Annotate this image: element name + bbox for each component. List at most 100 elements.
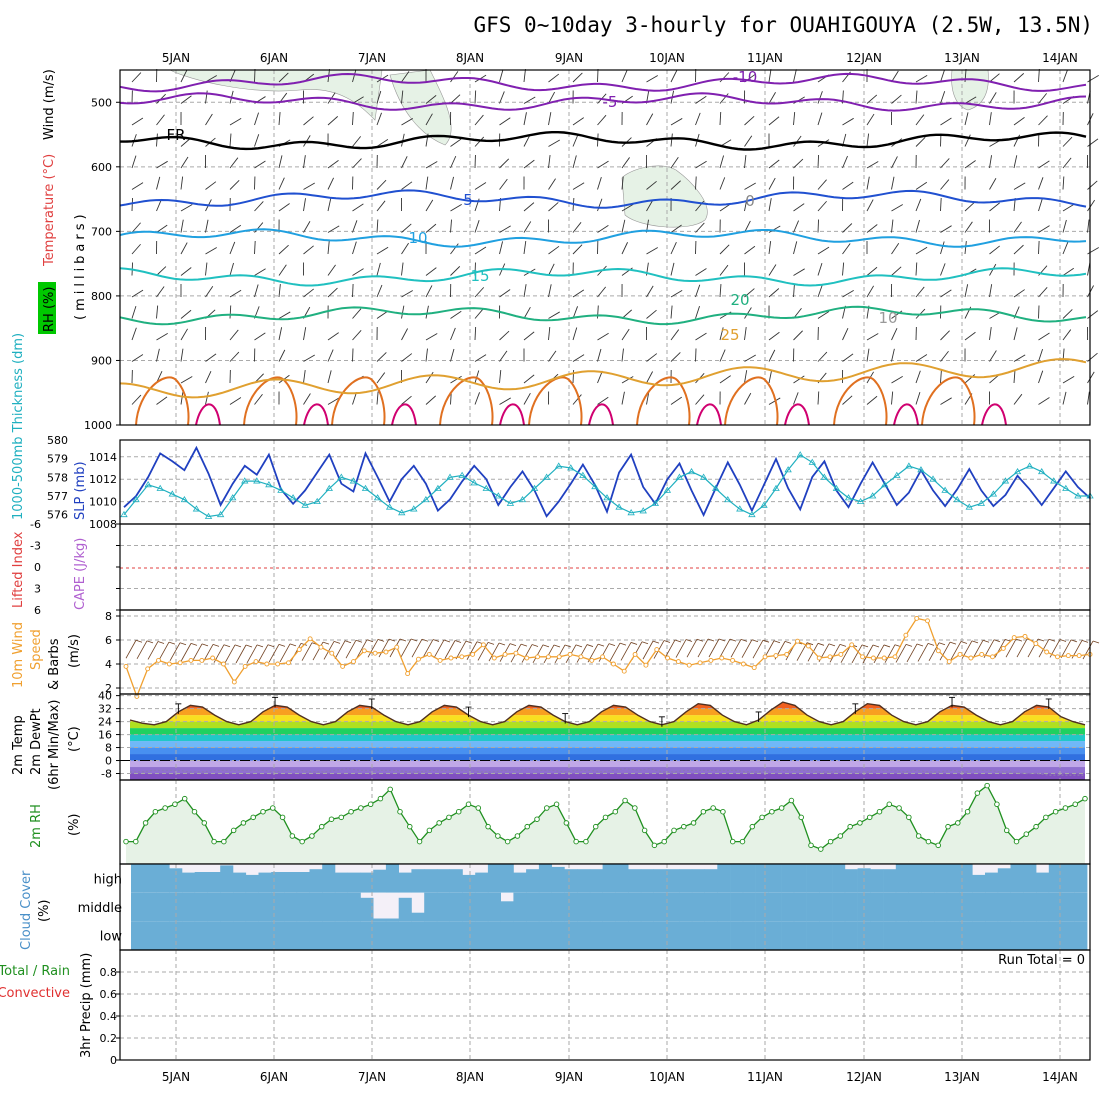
wind-barb — [817, 219, 819, 233]
rh-point — [641, 827, 648, 834]
date-label-top: 9JAN — [555, 51, 583, 65]
cloud-bar — [844, 921, 858, 950]
wind-barb — [229, 179, 240, 190]
wind-barb — [1038, 349, 1044, 362]
thickness-point — [724, 495, 732, 503]
wind-barb — [499, 225, 511, 233]
wind-barb — [401, 71, 410, 83]
date-label-bottom: 5JAN — [162, 1070, 190, 1084]
cloud-bar — [997, 868, 1011, 893]
cloud-bar — [577, 869, 591, 893]
date-label-top: 12JAN — [846, 51, 882, 65]
rh-point — [1082, 795, 1088, 802]
wind-barb-10m — [861, 644, 869, 648]
thickness-tick-label: 576 — [47, 509, 68, 522]
wind-barb — [548, 350, 557, 362]
rh-point — [534, 816, 540, 822]
lifted-index-axis-label: Lifted Index — [11, 531, 26, 608]
wind-barb — [842, 117, 854, 126]
rh-point — [994, 801, 1000, 808]
contour-label: 5 — [463, 191, 473, 209]
wind-barb — [891, 328, 898, 341]
wind-barb — [156, 266, 167, 276]
cape-axis-label: CAPE (J/kg) — [73, 538, 88, 610]
rh-point — [827, 838, 834, 845]
wind-barb — [768, 177, 776, 190]
wind-barb — [572, 244, 583, 255]
wind-barb — [572, 155, 577, 169]
temperature-color-bands — [130, 702, 1085, 780]
cloud-bar — [347, 872, 361, 893]
wind-barb — [940, 330, 950, 341]
cloud-bar — [436, 892, 450, 922]
wind-barb — [1038, 225, 1050, 233]
wind-barb — [156, 396, 168, 405]
rh-point — [377, 795, 384, 802]
wind-barb-10m — [323, 641, 335, 660]
cloud-bar — [1036, 892, 1050, 922]
cloud-bar — [781, 864, 795, 893]
wind-barb — [1038, 198, 1043, 212]
wind-barb — [891, 348, 895, 362]
wind-barb-10m — [972, 640, 984, 659]
cloud-bar — [972, 921, 986, 950]
temperature-contour-line — [391, 403, 417, 426]
cloud-bar — [653, 892, 667, 922]
thickness-point — [518, 495, 527, 503]
wind-barb — [891, 266, 902, 276]
wind-barb — [817, 246, 830, 255]
cloud-bar — [806, 921, 820, 950]
wind-barb — [229, 305, 232, 319]
wind-barb-10m — [223, 644, 231, 648]
precip-label-3: 3hr Precip (mm) — [79, 953, 94, 1058]
wind-barb — [744, 182, 756, 190]
wind-barb-10m — [1060, 639, 1072, 659]
wind-barb — [352, 158, 362, 169]
wind-barb-10m — [136, 640, 148, 660]
wind-barb — [499, 158, 510, 169]
cloud-bar — [946, 864, 960, 893]
wind-speed-point — [340, 663, 346, 669]
wind-label-2: Speed — [29, 629, 44, 670]
cloud-bar — [398, 897, 412, 922]
cloud-bar — [742, 892, 756, 922]
rh-point — [729, 838, 736, 845]
thickness-point — [337, 473, 346, 480]
rh-point — [544, 805, 550, 811]
upper-air-temperature-contours — [119, 72, 1087, 426]
date-label-top: 6JAN — [260, 51, 288, 65]
wind-barb — [474, 90, 477, 104]
cloud-bar — [513, 872, 527, 893]
wind-barb — [303, 327, 307, 341]
wind-barb-10m — [971, 640, 979, 644]
wind-barb — [915, 286, 925, 298]
wind-barb — [352, 330, 362, 341]
cloud-bar — [704, 921, 718, 950]
cloud-bar — [156, 921, 170, 950]
thickness-point — [398, 509, 406, 516]
wind-grid — [120, 610, 1090, 694]
cloud-bar — [322, 892, 336, 922]
cloud-bar — [666, 869, 680, 893]
wind-barb — [450, 219, 452, 233]
cloud-bar — [768, 864, 782, 893]
wind-barb — [695, 394, 705, 405]
temperature-contour-line — [784, 403, 810, 426]
wind-barb — [572, 182, 585, 190]
axis-tick-label: 0.2 — [100, 1032, 118, 1045]
wind-barb-10m — [246, 644, 258, 664]
thickness-point — [784, 466, 792, 473]
wind-barb — [572, 134, 579, 147]
wind-barb — [1013, 221, 1022, 233]
wind-barb — [744, 307, 752, 319]
wind-barb — [450, 155, 457, 169]
cloud-bar — [449, 921, 463, 950]
wind-barb-10m — [334, 640, 346, 659]
wind-barb — [401, 90, 404, 104]
wind-barb — [1013, 182, 1026, 190]
thickness-point — [313, 497, 321, 504]
cloud-bar — [538, 892, 552, 922]
wind-barb-10m — [257, 644, 269, 663]
